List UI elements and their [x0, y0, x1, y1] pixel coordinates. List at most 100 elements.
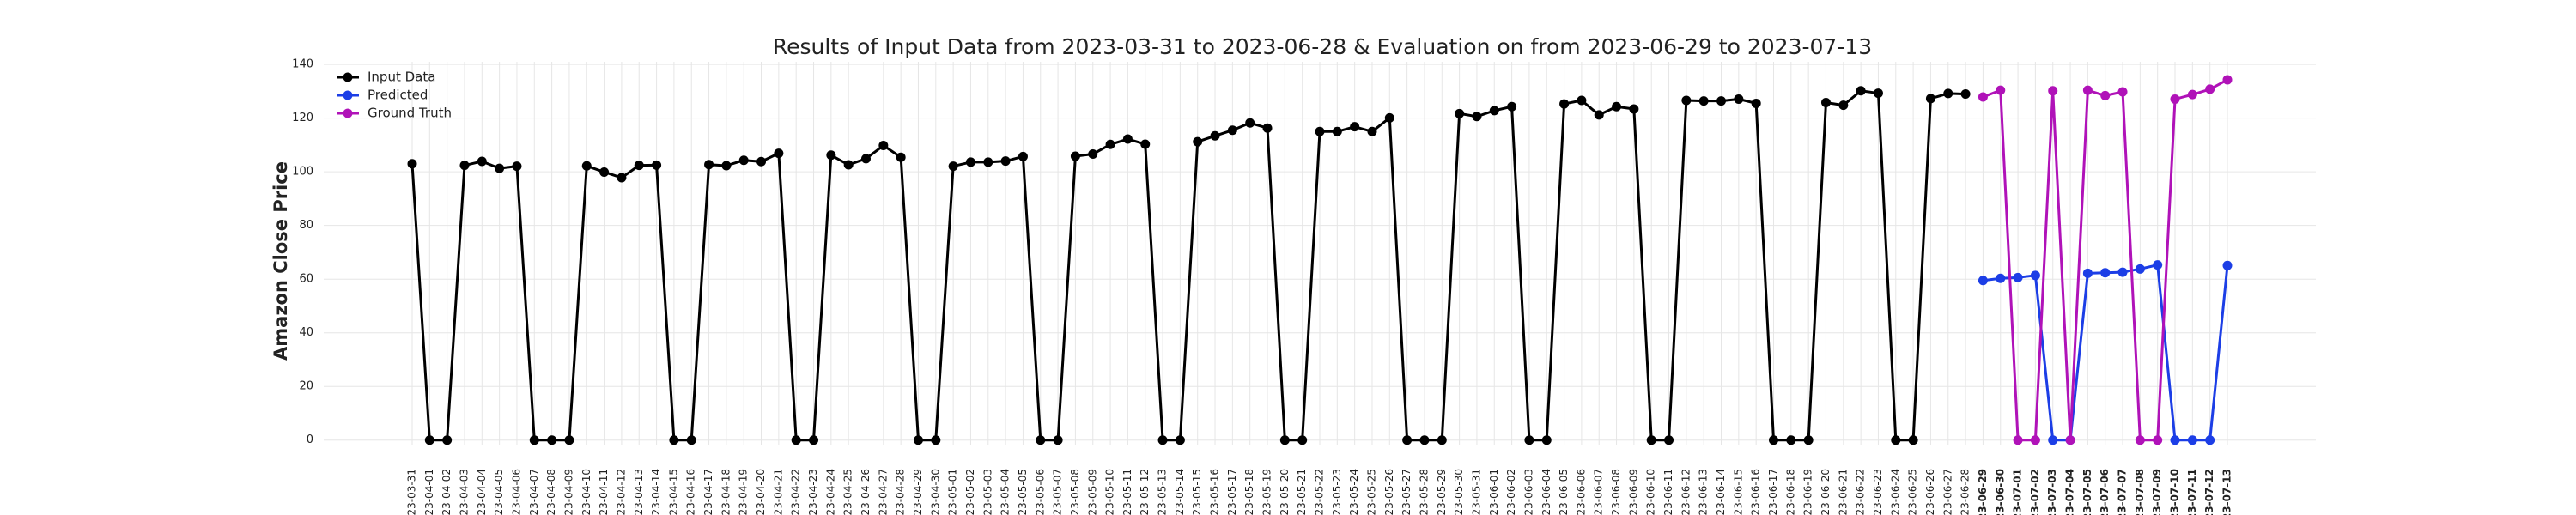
data-point: [1943, 88, 1953, 99]
x-tick-label: 2023-06-11: [1662, 469, 1674, 515]
data-point: [1524, 435, 1534, 445]
data-point: [1856, 86, 1866, 96]
x-tick-label: 2023-05-24: [1348, 469, 1360, 515]
data-point: [878, 141, 889, 151]
data-point: [2082, 85, 2093, 95]
x-tick-label: 2023-04-12: [615, 469, 627, 515]
data-point: [1820, 98, 1831, 108]
x-tick-label: 2023-04-26: [860, 469, 872, 515]
x-tick-label: 2023-05-11: [1121, 469, 1133, 515]
data-point: [843, 160, 854, 170]
x-tick-label: 2023-05-28: [1418, 469, 1430, 515]
data-point: [948, 161, 958, 172]
data-point: [704, 160, 714, 170]
x-tick-label: 2023-05-14: [1174, 469, 1186, 515]
data-point: [826, 150, 836, 161]
legend-label: Input Data: [368, 70, 435, 85]
data-point: [1210, 130, 1220, 141]
data-point: [1350, 122, 1360, 132]
data-point: [1873, 88, 1883, 99]
y-tick-label: 0: [307, 433, 313, 446]
data-point: [1960, 89, 1971, 100]
data-point: [721, 161, 732, 171]
data-point: [2100, 268, 2111, 278]
x-tick-label: 2023-07-10: [2169, 469, 2181, 515]
data-point: [529, 435, 539, 445]
data-point: [1716, 96, 1727, 106]
x-tick-label: 2023-05-29: [1436, 469, 1448, 515]
data-point: [617, 173, 627, 183]
data-point: [2205, 435, 2215, 445]
x-tick-label: 2023-04-23: [807, 469, 819, 515]
series-line: [410, 89, 1966, 442]
data-point: [1751, 98, 1761, 108]
data-point: [791, 435, 801, 445]
data-point: [1315, 126, 1325, 136]
data-point: [1000, 156, 1011, 167]
x-tick-label: 2023-06-03: [1522, 469, 1534, 515]
x-tick-label: 2023-05-16: [1209, 469, 1221, 515]
y-tick-label: 140: [292, 58, 313, 71]
x-tick-label: 2023-04-15: [667, 469, 679, 515]
data-point: [1612, 101, 1622, 112]
x-tick-label: 2023-06-18: [1784, 469, 1796, 515]
data-point: [1070, 151, 1080, 161]
data-point: [2135, 264, 2145, 274]
x-tick-label: 2023-06-05: [1558, 469, 1570, 515]
x-tick-label: 2023-05-04: [999, 469, 1012, 515]
x-tick-label: 2023-07-07: [2117, 469, 2129, 515]
x-tick-label: 2023-06-28: [1959, 469, 1971, 515]
data-point: [1245, 118, 1255, 128]
data-point: [2030, 435, 2040, 445]
x-tick-label: 2023-05-22: [1314, 469, 1326, 515]
data-point: [1437, 435, 1447, 445]
x-tick-label: 2023-05-27: [1400, 469, 1413, 515]
x-tick-label: 2023-04-16: [685, 469, 697, 515]
x-tick-label: 2023-07-09: [2151, 469, 2163, 515]
data-point: [1227, 125, 1237, 136]
data-point: [1681, 95, 1692, 106]
data-point: [1193, 136, 1203, 147]
x-tick-label: 2023-07-02: [2029, 469, 2041, 515]
data-point: [1891, 435, 1901, 445]
data-point: [2048, 435, 2058, 445]
y-tick-label: 20: [299, 380, 313, 393]
data-point: [1734, 94, 1744, 104]
data-point: [1367, 126, 1377, 136]
data-point: [477, 156, 487, 167]
data-point: [1698, 96, 1709, 106]
x-tick-label: 2023-05-26: [1383, 469, 1395, 515]
data-point: [965, 157, 975, 167]
data-point: [1157, 435, 1168, 445]
x-tick-label: 2023-06-13: [1698, 469, 1710, 515]
data-point: [1175, 435, 1185, 445]
data-point: [686, 435, 696, 445]
x-tick-label: 2023-05-25: [1365, 469, 1377, 515]
x-tick-label: 2023-04-14: [650, 469, 662, 515]
x-tick-label: 2023-05-07: [1052, 469, 1064, 515]
x-tick-label: 2023-04-19: [738, 469, 750, 515]
x-tick-label: 2023-06-17: [1767, 469, 1779, 515]
data-point: [652, 160, 662, 170]
data-point: [512, 161, 522, 172]
y-tick-label: 60: [299, 273, 313, 286]
data-point: [495, 163, 505, 173]
x-tick-label: 2023-05-05: [1017, 469, 1029, 515]
x-tick-label: 2023-04-28: [895, 469, 907, 515]
data-point: [2082, 268, 2093, 278]
x-tick-label: 2023-04-04: [476, 469, 488, 515]
x-tick-label: 2023-04-03: [458, 469, 470, 515]
x-tick-label: 2023-05-15: [1191, 469, 1203, 515]
data-point: [2153, 260, 2163, 270]
x-tick-label: 2023-06-25: [1907, 469, 1919, 515]
x-tick-label: 2023-05-08: [1069, 469, 1081, 515]
x-tick-label: 2023-05-30: [1453, 469, 1465, 515]
x-tick-label: 2023-04-18: [720, 469, 732, 515]
x-tick-label: 2023-06-30: [1994, 469, 2006, 515]
x-tick-label: 2023-05-10: [1104, 469, 1116, 515]
data-point: [809, 435, 819, 445]
data-point: [1996, 85, 2006, 95]
data-point: [1996, 273, 2006, 283]
y-tick-label: 120: [292, 112, 313, 124]
